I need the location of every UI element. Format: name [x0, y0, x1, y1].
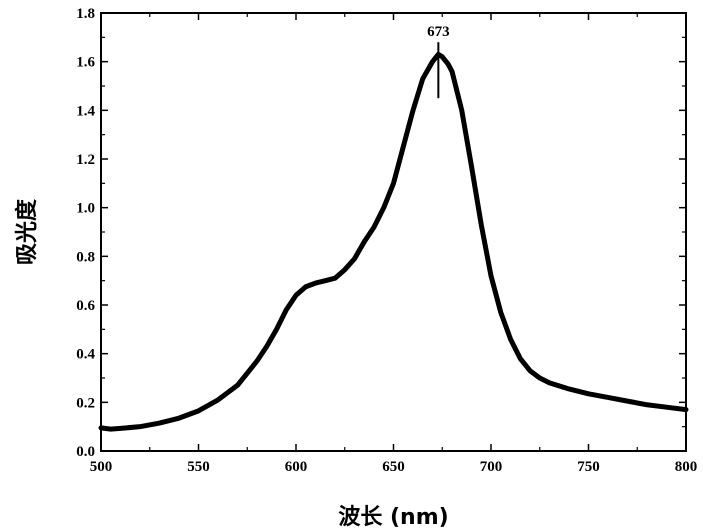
x-tick-label: 500	[90, 459, 113, 475]
y-tick-label: 0.8	[76, 249, 95, 265]
x-axis-ticks: 500 550 600 650 700 750 800	[90, 13, 698, 475]
x-axis-label: 波长 (nm)	[338, 505, 448, 530]
y-tick-label: 1.8	[76, 6, 95, 22]
y-axis-label: 吸光度	[14, 198, 40, 265]
y-axis-ticks: 0.0 0.2 0.4 0.6 0.8 1.0 1.2 1.4 1.6 1.8	[76, 6, 686, 460]
x-tick-label: 800	[675, 459, 698, 475]
x-tick-label: 600	[285, 459, 308, 475]
y-tick-label: 1.2	[76, 152, 95, 168]
peak-label: 673	[427, 24, 450, 40]
y-tick-label: 0.0	[76, 444, 95, 460]
series-line	[101, 54, 686, 429]
y-tick-label: 0.2	[76, 395, 95, 411]
x-tick-label: 700	[480, 459, 503, 475]
y-tick-label: 0.6	[76, 298, 95, 314]
x-tick-label: 650	[382, 459, 405, 475]
x-tick-label: 550	[187, 459, 210, 475]
x-tick-label: 750	[577, 459, 600, 475]
y-tick-label: 1.4	[76, 103, 95, 119]
y-tick-label: 1.0	[76, 201, 95, 217]
y-tick-label: 1.6	[76, 55, 95, 71]
y-tick-label: 0.4	[76, 347, 95, 363]
plot-frame	[101, 13, 686, 451]
